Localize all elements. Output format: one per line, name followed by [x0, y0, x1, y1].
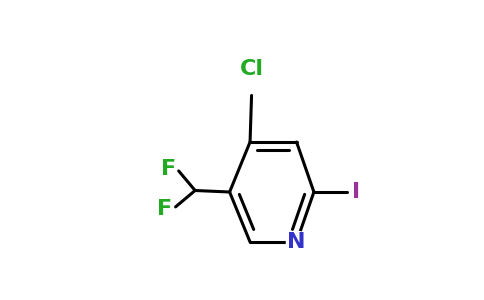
- Text: I: I: [352, 182, 361, 202]
- Text: Cl: Cl: [240, 59, 264, 79]
- Text: F: F: [157, 199, 173, 219]
- Text: F: F: [161, 159, 176, 178]
- Text: N: N: [287, 232, 306, 252]
